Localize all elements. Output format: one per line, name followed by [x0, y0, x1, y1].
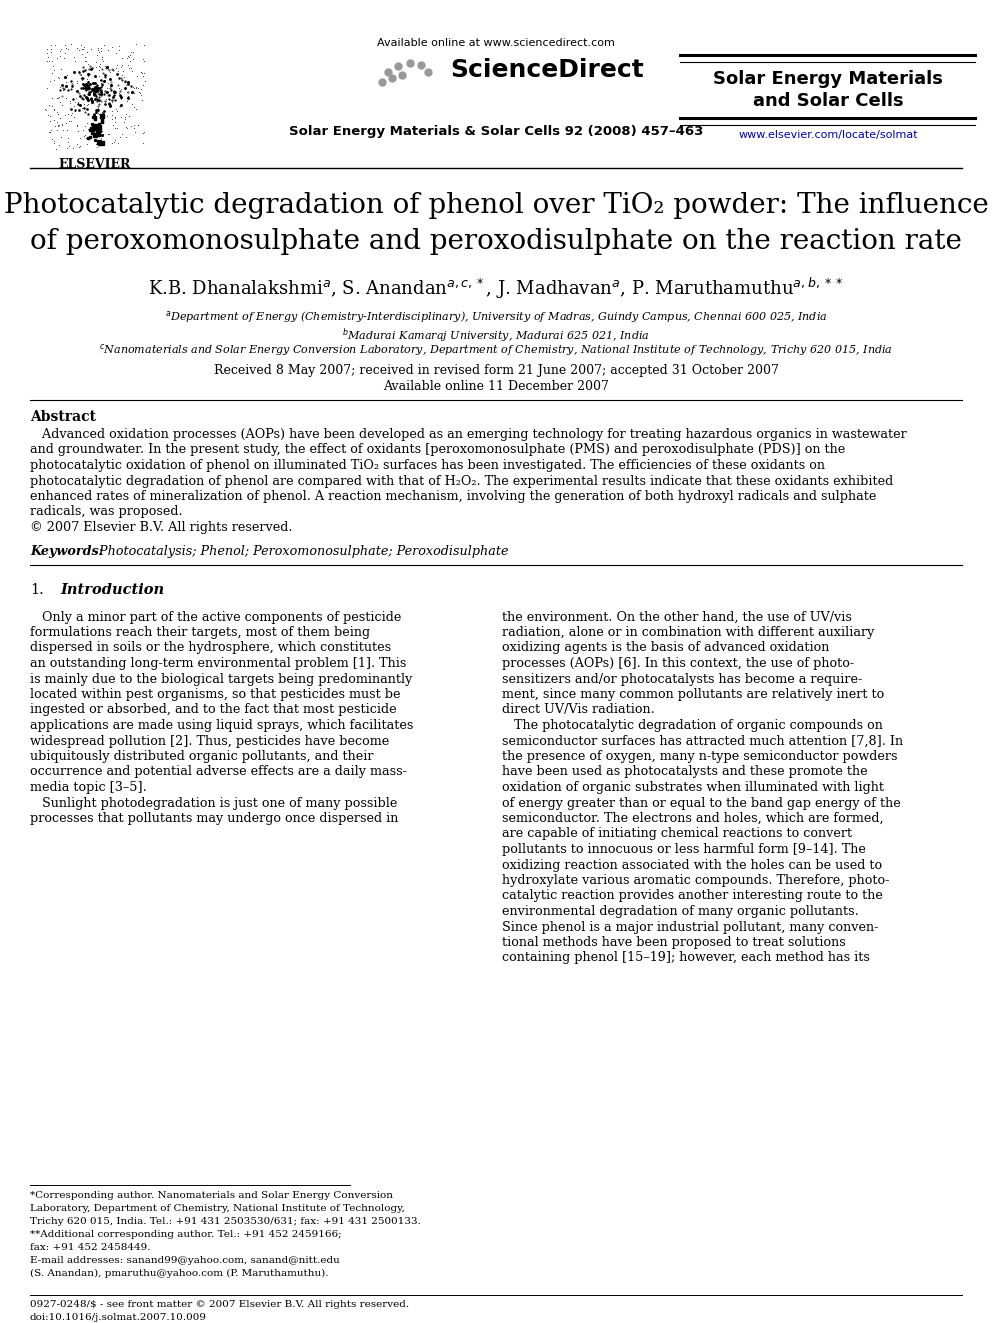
Text: The photocatalytic degradation of organic compounds on: The photocatalytic degradation of organi… — [502, 718, 883, 732]
Text: dispersed in soils or the hydrosphere, which constitutes: dispersed in soils or the hydrosphere, w… — [30, 642, 391, 655]
Text: of energy greater than or equal to the band gap energy of the: of energy greater than or equal to the b… — [502, 796, 901, 810]
Text: Photocatalysis; Phenol; Peroxomonosulphate; Peroxodisulphate: Photocatalysis; Phenol; Peroxomonosulpha… — [95, 545, 509, 557]
Text: direct UV/Vis radiation.: direct UV/Vis radiation. — [502, 704, 655, 717]
Text: containing phenol [15–19]; however, each method has its: containing phenol [15–19]; however, each… — [502, 951, 870, 964]
Text: oxidizing reaction associated with the holes can be used to: oxidizing reaction associated with the h… — [502, 859, 882, 872]
Text: is mainly due to the biological targets being predominantly: is mainly due to the biological targets … — [30, 672, 413, 685]
Text: of peroxomonosulphate and peroxodisulphate on the reaction rate: of peroxomonosulphate and peroxodisulpha… — [30, 228, 962, 255]
Text: hydroxylate various aromatic compounds. Therefore, photo-: hydroxylate various aromatic compounds. … — [502, 875, 890, 886]
Text: radicals, was proposed.: radicals, was proposed. — [30, 505, 183, 519]
Text: Advanced oxidation processes (AOPs) have been developed as an emerging technolog: Advanced oxidation processes (AOPs) have… — [30, 429, 907, 441]
Text: $^a$Department of Energy (Chemistry-Interdisciplinary), University of Madras, Gu: $^a$Department of Energy (Chemistry-Inte… — [165, 310, 827, 325]
Text: photocatalytic oxidation of phenol on illuminated TiO₂ surfaces has been investi: photocatalytic oxidation of phenol on il… — [30, 459, 825, 472]
Text: 1.: 1. — [30, 582, 44, 597]
Text: ment, since many common pollutants are relatively inert to: ment, since many common pollutants are r… — [502, 688, 884, 701]
Text: Available online at www.sciencedirect.com: Available online at www.sciencedirect.co… — [377, 38, 615, 48]
Text: catalytic reaction provides another interesting route to the: catalytic reaction provides another inte… — [502, 889, 883, 902]
Text: **Additional corresponding author. Tel.: +91 452 2459166;: **Additional corresponding author. Tel.:… — [30, 1230, 341, 1240]
Text: are capable of initiating chemical reactions to convert: are capable of initiating chemical react… — [502, 827, 852, 840]
Text: occurrence and potential adverse effects are a daily mass-: occurrence and potential adverse effects… — [30, 766, 407, 778]
Text: Available online 11 December 2007: Available online 11 December 2007 — [383, 380, 609, 393]
Text: Received 8 May 2007; received in revised form 21 June 2007; accepted 31 October : Received 8 May 2007; received in revised… — [213, 364, 779, 377]
Text: Abstract: Abstract — [30, 410, 96, 423]
Text: oxidation of organic substrates when illuminated with light: oxidation of organic substrates when ill… — [502, 781, 884, 794]
Text: Trichy 620 015, India. Tel.: +91 431 2503530/631; fax: +91 431 2500133.: Trichy 620 015, India. Tel.: +91 431 250… — [30, 1217, 421, 1226]
Text: *Corresponding author. Nanomaterials and Solar Energy Conversion: *Corresponding author. Nanomaterials and… — [30, 1191, 393, 1200]
Text: pollutants to innocuous or less harmful form [9–14]. The: pollutants to innocuous or less harmful … — [502, 843, 866, 856]
Text: an outstanding long-term environmental problem [1]. This: an outstanding long-term environmental p… — [30, 658, 407, 669]
Text: $^b$Madurai Kamaraj University, Madurai 625 021, India: $^b$Madurai Kamaraj University, Madurai … — [342, 325, 650, 344]
Text: Photocatalytic degradation of phenol over TiO₂ powder: The influence: Photocatalytic degradation of phenol ove… — [4, 192, 988, 220]
Text: and groundwater. In the present study, the effect of oxidants [peroxomonosulphat: and groundwater. In the present study, t… — [30, 443, 845, 456]
Text: processes that pollutants may undergo once dispersed in: processes that pollutants may undergo on… — [30, 812, 399, 826]
Text: sensitizers and/or photocatalysts has become a require-: sensitizers and/or photocatalysts has be… — [502, 672, 862, 685]
Text: located within pest organisms, so that pesticides must be: located within pest organisms, so that p… — [30, 688, 401, 701]
Text: Solar Energy Materials & Solar Cells 92 (2008) 457–463: Solar Energy Materials & Solar Cells 92 … — [289, 124, 703, 138]
Text: semiconductor surfaces has attracted much attention [7,8]. In: semiconductor surfaces has attracted muc… — [502, 734, 903, 747]
Text: doi:10.1016/j.solmat.2007.10.009: doi:10.1016/j.solmat.2007.10.009 — [30, 1312, 207, 1322]
Text: ScienceDirect: ScienceDirect — [450, 58, 644, 82]
Text: radiation, alone or in combination with different auxiliary: radiation, alone or in combination with … — [502, 626, 874, 639]
Text: and Solar Cells: and Solar Cells — [753, 93, 904, 110]
Text: fax: +91 452 2458449.: fax: +91 452 2458449. — [30, 1244, 151, 1252]
Text: ELSEVIER: ELSEVIER — [59, 157, 131, 171]
Text: (S. Anandan), pmaruthu@yahoo.com (P. Maruthamuthu).: (S. Anandan), pmaruthu@yahoo.com (P. Mar… — [30, 1269, 328, 1278]
Text: Keywords:: Keywords: — [30, 545, 103, 557]
Text: E-mail addresses: sanand99@yahoo.com, sanand@nitt.edu: E-mail addresses: sanand99@yahoo.com, sa… — [30, 1256, 339, 1265]
Text: ubiquitously distributed organic pollutants, and their: ubiquitously distributed organic polluta… — [30, 750, 374, 763]
Text: Only a minor part of the active components of pesticide: Only a minor part of the active componen… — [30, 610, 402, 623]
Text: semiconductor. The electrons and holes, which are formed,: semiconductor. The electrons and holes, … — [502, 812, 884, 826]
Text: K.B. Dhanalakshmi$^a$, S. Anandan$^{a,c,*}$, J. Madhavan$^a$, P. Maruthamuthu$^{: K.B. Dhanalakshmi$^a$, S. Anandan$^{a,c,… — [149, 277, 843, 302]
Text: Introduction: Introduction — [60, 582, 164, 597]
Text: www.elsevier.com/locate/solmat: www.elsevier.com/locate/solmat — [738, 130, 918, 140]
Text: photocatalytic degradation of phenol are compared with that of H₂O₂. The experim: photocatalytic degradation of phenol are… — [30, 475, 893, 487]
Text: have been used as photocatalysts and these promote the: have been used as photocatalysts and the… — [502, 766, 868, 778]
Text: the presence of oxygen, many n-type semiconductor powders: the presence of oxygen, many n-type semi… — [502, 750, 898, 763]
Text: Laboratory, Department of Chemistry, National Institute of Technology,: Laboratory, Department of Chemistry, Nat… — [30, 1204, 405, 1213]
Text: media topic [3–5].: media topic [3–5]. — [30, 781, 147, 794]
Text: widespread pollution [2]. Thus, pesticides have become: widespread pollution [2]. Thus, pesticid… — [30, 734, 389, 747]
Text: environmental degradation of many organic pollutants.: environmental degradation of many organi… — [502, 905, 859, 918]
Text: enhanced rates of mineralization of phenol. A reaction mechanism, involving the : enhanced rates of mineralization of phen… — [30, 490, 876, 503]
Text: applications are made using liquid sprays, which facilitates: applications are made using liquid spray… — [30, 718, 414, 732]
Text: processes (AOPs) [6]. In this context, the use of photo-: processes (AOPs) [6]. In this context, t… — [502, 658, 854, 669]
Text: $^c$Nanomaterials and Solar Energy Conversion Laboratory, Department of Chemistr: $^c$Nanomaterials and Solar Energy Conve… — [99, 343, 893, 359]
Text: ingested or absorbed, and to the fact that most pesticide: ingested or absorbed, and to the fact th… — [30, 704, 397, 717]
Text: Sunlight photodegradation is just one of many possible: Sunlight photodegradation is just one of… — [30, 796, 398, 810]
Text: tional methods have been proposed to treat solutions: tional methods have been proposed to tre… — [502, 935, 846, 949]
Text: the environment. On the other hand, the use of UV/vis: the environment. On the other hand, the … — [502, 610, 852, 623]
Text: © 2007 Elsevier B.V. All rights reserved.: © 2007 Elsevier B.V. All rights reserved… — [30, 521, 293, 534]
Text: Since phenol is a major industrial pollutant, many conven-: Since phenol is a major industrial pollu… — [502, 921, 878, 934]
Text: Solar Energy Materials: Solar Energy Materials — [713, 70, 943, 89]
Text: formulations reach their targets, most of them being: formulations reach their targets, most o… — [30, 626, 370, 639]
Text: 0927-0248/$ - see front matter © 2007 Elsevier B.V. All rights reserved.: 0927-0248/$ - see front matter © 2007 El… — [30, 1301, 409, 1308]
Text: oxidizing agents is the basis of advanced oxidation: oxidizing agents is the basis of advance… — [502, 642, 829, 655]
